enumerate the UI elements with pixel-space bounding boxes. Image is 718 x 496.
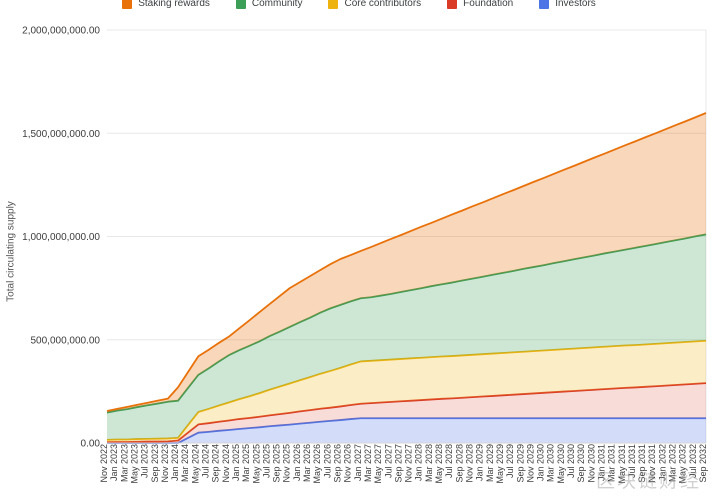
- y-axis-tick-label: 1,000,000,000.00: [22, 232, 100, 243]
- x-axis-tick-label: Jul 2023: [140, 444, 150, 478]
- legend-item-community: Community: [235, 0, 303, 9]
- legend-label: Community: [251, 0, 303, 9]
- y-axis-tick-label: 500,000,000.00: [30, 335, 100, 346]
- x-axis-tick-label: Jul 2032: [688, 444, 698, 478]
- x-axis-tick-label: Jan 2028: [414, 444, 424, 481]
- legend-label: Core contributors: [344, 0, 422, 9]
- area-staking-rewards: [107, 113, 706, 413]
- x-axis-tick-label: May 2028: [434, 444, 444, 484]
- x-axis-tick-label: May 2032: [678, 444, 688, 484]
- y-axis-tick-label: 1,500,000,000.00: [22, 129, 100, 140]
- x-axis-tick-label: Nov 2026: [343, 444, 353, 483]
- foundation-swatch-icon: [447, 0, 458, 9]
- x-axis-tick-label: Nov 2022: [99, 444, 109, 483]
- x-axis-tick-label: Nov 2027: [404, 444, 414, 483]
- x-axis-tick-label: Jan 2024: [170, 444, 180, 481]
- y-axis-tick-label: 0.00: [81, 439, 101, 450]
- x-axis-tick-label: Mar 2027: [363, 444, 373, 482]
- x-axis-tick-label: Jul 2024: [201, 444, 211, 478]
- x-axis-tick-label: Mar 2024: [180, 444, 190, 482]
- line-community: [106, 233, 707, 414]
- core-contributors-swatch-icon: [328, 0, 339, 9]
- x-axis-tick-label: May 2030: [556, 444, 566, 484]
- x-axis-tick-label: Nov 2031: [647, 444, 657, 483]
- x-axis-tick-label: Jan 2032: [657, 444, 667, 481]
- line-core-contributors: [106, 339, 707, 441]
- x-axis-tick-label: Mar 2025: [241, 444, 251, 482]
- line-staking-rewards: [106, 112, 707, 412]
- x-axis-tick-label: Jul 2028: [444, 444, 454, 478]
- line-foundation: [106, 382, 707, 444]
- x-axis-tick-label: Jul 2029: [505, 444, 515, 478]
- area-core-contributors: [107, 340, 706, 443]
- x-axis-tick-label: Nov 2030: [586, 444, 596, 483]
- x-axis-tick-label: May 2031: [617, 444, 627, 484]
- x-axis-tick-label: May 2024: [190, 444, 200, 484]
- x-axis-tick-label: Nov 2029: [525, 444, 535, 483]
- legend-item-staking-rewards: Staking rewards: [122, 0, 210, 9]
- x-axis-tick-label: May 2025: [251, 444, 261, 484]
- x-axis-tick-label: Mar 2026: [302, 444, 312, 482]
- x-axis-tick-label: Sep 2032: [698, 444, 708, 483]
- x-axis-tick-label: May 2027: [373, 444, 383, 484]
- x-axis-tick-label: May 2023: [129, 444, 139, 484]
- x-axis-tick-label: Jul 2025: [261, 444, 271, 478]
- x-axis-tick-label: Jul 2031: [627, 444, 637, 478]
- legend-item-core-contributors: Core contributors: [328, 0, 421, 9]
- x-axis-tick-label: Nov 2025: [282, 444, 292, 483]
- x-axis-tick-label: Jan 2030: [536, 444, 546, 481]
- x-axis-tick-label: Mar 2028: [424, 444, 434, 482]
- chart-legend: Staking rewards Community Core contribut…: [0, 0, 718, 9]
- legend-label: Staking rewards: [138, 0, 210, 9]
- x-axis-tick-label: Sep 2028: [454, 444, 464, 483]
- y-axis-tick-label: 2,000,000,000.00: [22, 26, 100, 37]
- area-community: [107, 234, 706, 440]
- x-axis-tick-label: Nov 2024: [221, 444, 231, 483]
- x-axis-tick-label: Sep 2029: [515, 444, 525, 483]
- staking-rewards-swatch-icon: [122, 0, 133, 9]
- x-axis-tick-label: Jan 2025: [231, 444, 241, 481]
- x-axis-tick-label: Nov 2028: [464, 444, 474, 483]
- x-axis-tick-label: Mar 2031: [607, 444, 617, 482]
- x-axis-tick-label: Jan 2029: [475, 444, 485, 481]
- x-axis-tick-label: Sep 2026: [333, 444, 343, 483]
- x-axis-tick-label: Mar 2030: [546, 444, 556, 482]
- area-foundation: [107, 383, 706, 443]
- x-axis-tick-label: Jan 2023: [109, 444, 119, 481]
- x-axis-tick-label: Mar 2032: [668, 444, 678, 482]
- legend-item-investors: Investors: [539, 0, 596, 9]
- investors-swatch-icon: [539, 0, 550, 9]
- x-axis-tick-label: Sep 2024: [211, 444, 221, 483]
- x-axis-tick-label: Jul 2026: [322, 444, 332, 478]
- legend-label: Investors: [555, 0, 596, 9]
- x-axis-tick-label: Sep 2023: [150, 444, 160, 483]
- community-swatch-icon: [235, 0, 246, 9]
- x-axis-tick-label: Jan 2031: [596, 444, 606, 481]
- x-axis-tick-label: Jan 2026: [292, 444, 302, 481]
- x-axis-tick-label: May 2026: [312, 444, 322, 484]
- x-axis-tick-label: Nov 2023: [160, 444, 170, 483]
- legend-item-foundation: Foundation: [447, 0, 513, 9]
- x-axis-tick-label: Jul 2027: [383, 444, 393, 478]
- y-axis-title: Total circulating supply: [5, 201, 17, 302]
- x-axis-tick-label: May 2029: [495, 444, 505, 484]
- x-axis-tick-label: Mar 2029: [485, 444, 495, 482]
- x-axis-tick-label: Sep 2027: [393, 444, 403, 483]
- x-axis-tick-label: Jan 2027: [353, 444, 363, 481]
- line-investors: [107, 417, 706, 444]
- x-axis-tick-label: Sep 2025: [272, 444, 282, 483]
- x-axis-tick-label: Jul 2030: [566, 444, 576, 478]
- x-axis-tick-label: Sep 2030: [576, 444, 586, 483]
- area-investors: [107, 418, 706, 443]
- x-axis-tick-label: Sep 2031: [637, 444, 647, 483]
- x-axis-tick-label: Mar 2023: [119, 444, 129, 482]
- legend-label: Foundation: [463, 0, 514, 9]
